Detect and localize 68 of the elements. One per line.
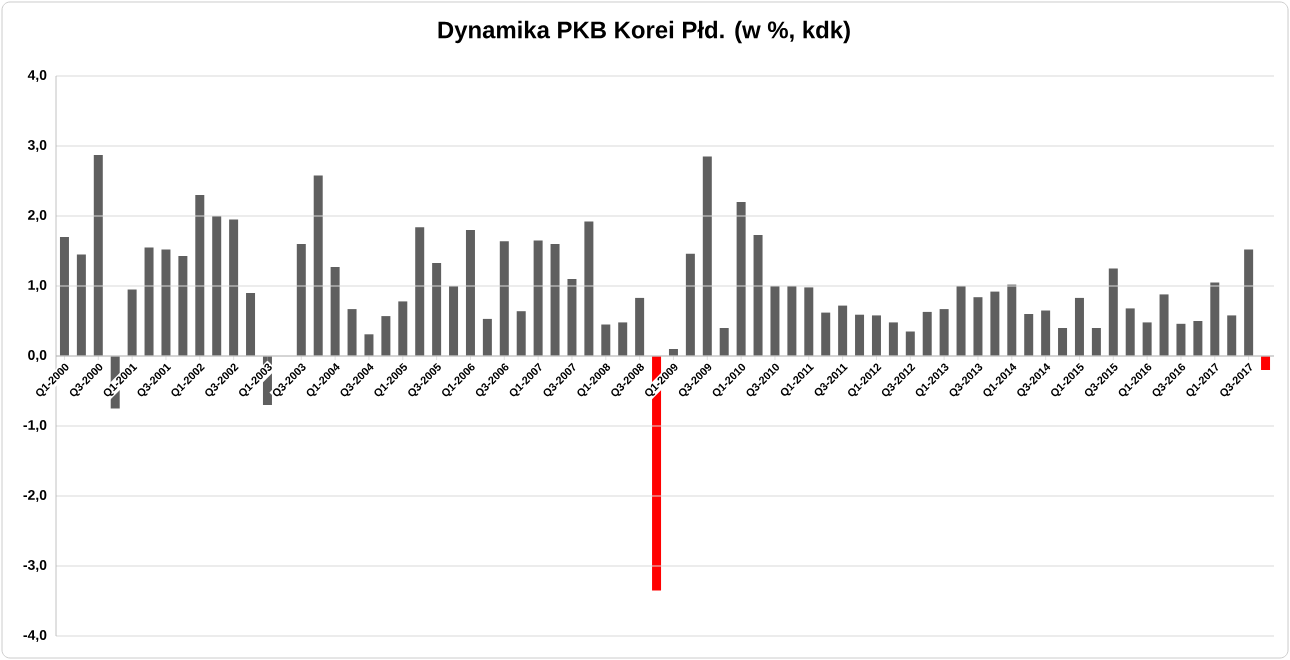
bar — [956, 286, 966, 356]
bar — [212, 216, 222, 356]
bar — [1108, 268, 1118, 356]
bar — [905, 331, 915, 356]
bar — [516, 311, 526, 356]
bar — [736, 202, 746, 356]
bar — [804, 287, 814, 356]
bar — [1142, 322, 1152, 356]
bar — [178, 255, 188, 356]
bar — [246, 293, 256, 356]
bar — [821, 312, 831, 356]
bar — [482, 318, 492, 356]
bar — [838, 305, 848, 356]
bar — [787, 286, 797, 356]
bar — [144, 247, 154, 356]
bar — [702, 156, 712, 356]
bar — [770, 286, 780, 356]
bar — [161, 249, 171, 356]
bar — [1091, 328, 1101, 356]
bar — [753, 234, 763, 356]
bar — [618, 322, 628, 356]
bar — [888, 322, 898, 356]
bar — [871, 315, 881, 356]
bar — [381, 316, 391, 356]
bar — [990, 291, 1000, 356]
bar — [855, 314, 865, 356]
bar — [1193, 321, 1203, 356]
bar — [330, 267, 340, 356]
bar — [465, 230, 475, 356]
bar — [76, 254, 86, 356]
bar — [550, 244, 560, 356]
bar — [1074, 297, 1084, 356]
bar — [296, 244, 306, 356]
bar — [1261, 356, 1271, 370]
bar — [719, 328, 729, 356]
bar — [364, 334, 374, 356]
bar — [601, 324, 611, 356]
bar — [939, 309, 949, 356]
bar — [432, 262, 442, 356]
bar — [499, 241, 509, 356]
bar — [685, 253, 695, 356]
bar — [313, 175, 323, 356]
bar — [449, 286, 459, 356]
bar — [195, 195, 205, 356]
bar — [1058, 328, 1068, 356]
bar — [1227, 315, 1237, 356]
bar — [922, 311, 932, 356]
bar — [567, 279, 577, 356]
bar — [415, 227, 425, 356]
bar — [1024, 314, 1034, 356]
bar — [973, 297, 983, 356]
bar — [347, 309, 357, 356]
bar — [1007, 284, 1017, 356]
bar — [1041, 310, 1051, 356]
bar — [1159, 294, 1169, 356]
bar — [1244, 249, 1254, 356]
bar — [93, 155, 103, 356]
bar — [533, 240, 543, 356]
bar — [1210, 282, 1220, 356]
bar — [584, 221, 594, 356]
chart-title: Dynamika PKB Korei Płd. (w %, kdk) — [438, 20, 850, 44]
bar — [1176, 323, 1186, 356]
bar — [1125, 308, 1135, 356]
bar — [635, 297, 645, 356]
bar — [127, 289, 137, 356]
bar — [229, 219, 239, 356]
bar — [59, 237, 69, 356]
bar — [398, 301, 408, 356]
